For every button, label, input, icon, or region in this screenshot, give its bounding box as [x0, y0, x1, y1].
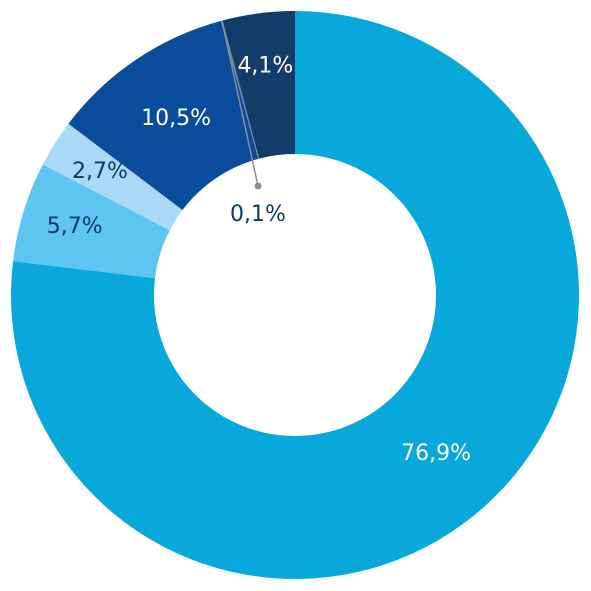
data-label: 4,1%	[237, 53, 293, 78]
data-label: 2,7%	[72, 159, 128, 184]
data-label: 76,9%	[401, 441, 471, 466]
data-label: 10,5%	[141, 106, 211, 131]
leader-dot	[254, 182, 262, 190]
donut-segment	[42, 123, 183, 231]
leader-line	[221, 22, 259, 187]
donut-segment	[68, 20, 259, 210]
donut-segment	[222, 11, 295, 159]
donut-segment	[13, 164, 170, 279]
data-label: 5,7%	[47, 214, 103, 239]
donut-segment	[10, 11, 579, 579]
donut-segment	[220, 20, 260, 159]
data-label: 0,1%	[230, 202, 286, 227]
